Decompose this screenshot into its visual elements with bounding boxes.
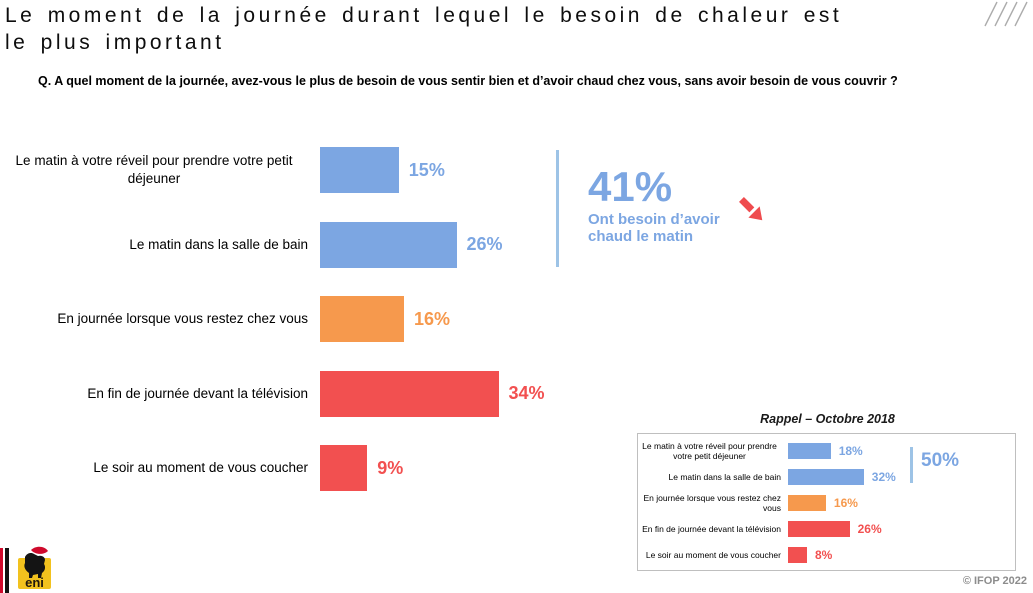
value-label: 18% [838,444,863,458]
left-red-stripe [0,548,3,593]
value-label: 9% [377,457,404,478]
page-title-line1: Le moment de la journée durant lequel le… [5,4,843,27]
page-title: Le moment de la journée durant lequel le… [5,2,842,56]
bar [320,370,499,417]
callout-text: Ont besoin d’avoir chaud le matin [588,211,720,245]
value-label: 26% [466,234,503,255]
value-label: 8% [815,548,833,562]
rappel-bracket-line [910,447,913,483]
survey-question: Q. A quel moment de la journée, avez-vou… [38,74,898,88]
chart-row: En fin de journée devant la télévision 2… [638,516,1015,542]
eni-logo: eni [18,546,51,590]
value-label: 34% [508,383,545,404]
chart-row: En fin de journée devant la télévision 3… [0,357,620,432]
bar [320,296,404,343]
value-label: 15% [408,159,445,180]
category-label: En fin de journée devant la télévision [87,385,308,401]
callout-bracket-line [556,150,559,267]
bar [320,147,399,194]
bar [788,443,831,459]
value-label: 26% [857,522,882,536]
copyright-note: © IFOP 2022 [962,575,1027,587]
category-label: Le matin à votre réveil pour prendre vot… [642,441,777,461]
rappel-callout-value: 50% [921,450,960,471]
page-title-line2: le plus important [5,31,225,54]
bar [788,521,850,537]
category-label: Le matin à votre réveil pour prendre vot… [15,153,293,187]
chart-row: En journée lorsque vous restez chez vous… [0,282,620,357]
bar [788,547,807,563]
chart-row: Le matin dans la salle de bain 26% [0,208,620,283]
left-black-stripe [5,548,9,593]
category-label: Le soir au moment de vous coucher [93,460,308,476]
bar [788,469,864,485]
chart-row: Le matin à votre réveil pour prendre vot… [638,438,1015,464]
callout-value: 41% [588,163,673,210]
eni-logo-text: eni [25,575,44,590]
category-label: En fin de journée devant la télévision [642,524,781,534]
bar [788,495,826,511]
category-label: En journée lorsque vous restez chez vous [643,493,782,513]
chart-row: Le soir au moment de vous coucher 9% [0,431,620,506]
chart-row: Le matin dans la salle de bain 32% [638,464,1015,490]
bar [320,221,457,268]
callout-41: 41% Ont besoin d’avoir chaud le matin [588,163,743,246]
bar [320,445,368,492]
category-label: Le matin dans la salle de bain [668,472,781,482]
value-label: 16% [414,308,451,329]
value-label: 16% [833,496,858,510]
category-label: Le matin dans la salle de bain [129,236,308,252]
category-label: Le soir au moment de vous coucher [645,550,781,560]
chart-row: Le soir au moment de vous coucher 8% [638,542,1015,568]
main-bar-chart: Le matin à votre réveil pour prendre vot… [0,133,620,506]
slashes-decoration-icon [984,1,1028,27]
value-label: 32% [871,470,896,484]
category-label: En journée lorsque vous restez chez vous [57,311,308,327]
arrow-down-right-icon [739,197,763,221]
rappel-chart-title: Rappel – Octobre 2018 [760,412,895,426]
chart-row: Le matin à votre réveil pour prendre vot… [0,133,620,208]
rappel-bar-chart: Le matin à votre réveil pour prendre vot… [637,433,1016,571]
chart-row: En journée lorsque vous restez chez vous… [638,490,1015,516]
